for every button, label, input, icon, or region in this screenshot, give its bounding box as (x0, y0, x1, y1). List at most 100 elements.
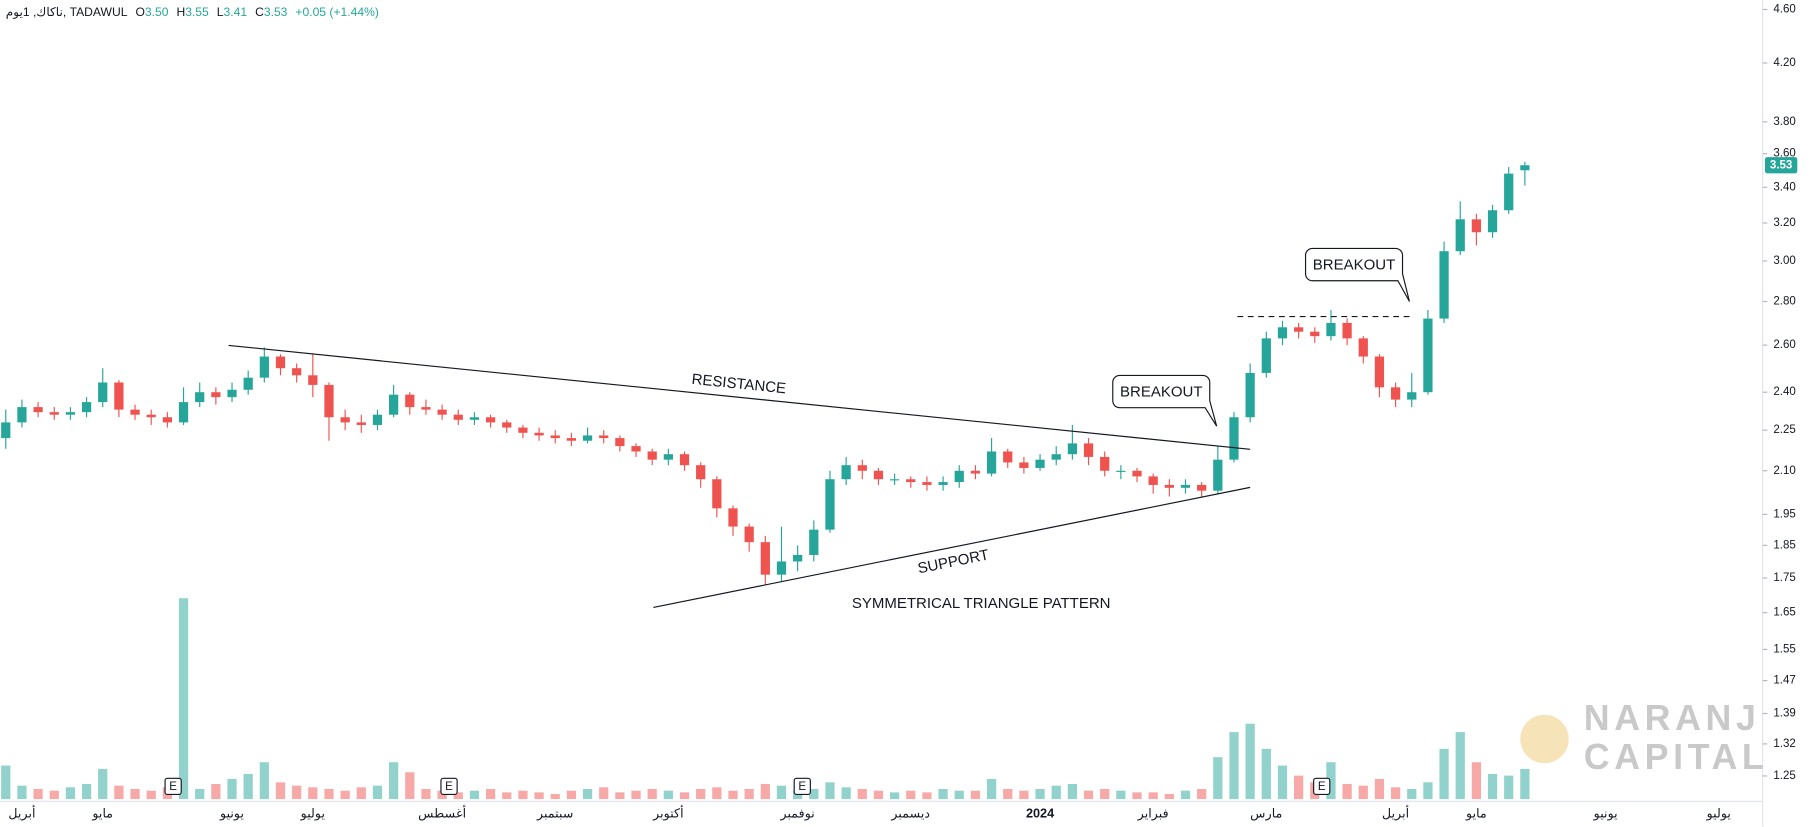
volume-bar (744, 789, 754, 800)
candle-body (162, 417, 172, 423)
candle-body (1100, 456, 1110, 471)
x-tick-label: يونيو (219, 806, 244, 821)
volume-bar (809, 789, 819, 800)
volume-bar (760, 783, 770, 800)
y-tick-label: 1.85 (1773, 539, 1795, 551)
candle-body (1132, 470, 1142, 477)
ohlc-value: 3.53 (264, 5, 288, 19)
candle-body (1358, 338, 1368, 357)
volume-bar (1197, 789, 1207, 800)
event-label: E (1318, 781, 1326, 793)
volume-bar (566, 790, 577, 800)
x-tick-label: فبراير (1137, 806, 1169, 821)
volume-bar (550, 794, 560, 800)
ohlc-value: 3.41 (224, 5, 248, 19)
candle-body (615, 438, 625, 447)
volume-bar (1116, 790, 1126, 800)
candle-body (1229, 417, 1239, 460)
x-tick-label: يوليو (300, 806, 326, 821)
candle-body (1423, 318, 1433, 393)
candle-body (760, 542, 770, 575)
candle-body (663, 454, 673, 460)
candle-body (1277, 327, 1288, 339)
volume-bar (1358, 785, 1368, 800)
candle-body (599, 435, 609, 439)
volume-bar (1019, 790, 1029, 800)
candle-body (938, 482, 948, 485)
volume-bar (599, 787, 609, 800)
volume-bar (1003, 789, 1013, 800)
volume-bar (195, 789, 205, 800)
candle-body (1520, 165, 1530, 171)
volume-bar (938, 789, 948, 800)
candle-body (1342, 322, 1352, 339)
watermark: NARANJ CAPITAL (1520, 698, 1769, 777)
volume-bar (1471, 762, 1482, 800)
y-tick-label: 2.80 (1773, 296, 1795, 308)
volume-bar (405, 772, 415, 800)
ohlc-value: 3.50 (145, 5, 169, 19)
annotation-text: BREAKOUT (1120, 384, 1203, 401)
volume-bar (1439, 748, 1449, 800)
volume-bar (1520, 768, 1530, 800)
volume-bar (1487, 773, 1498, 800)
price-tag-label: 3.53 (1770, 159, 1792, 171)
ohlc-value: 3.55 (185, 5, 209, 19)
volume-bar (534, 792, 544, 800)
volume-bar (841, 787, 851, 800)
volume-bar (1213, 757, 1223, 800)
y-tick-label: 3.20 (1773, 217, 1795, 229)
candle-body (259, 356, 269, 378)
volume-bar (663, 790, 673, 800)
candle-body (243, 377, 253, 390)
volume-bar (631, 790, 641, 800)
watermark-text: NARANJ (1584, 698, 1761, 738)
volume-bar (146, 790, 156, 800)
candle-body (1116, 470, 1126, 472)
volume-bar (227, 778, 237, 800)
event-marker (164, 777, 182, 796)
y-tick-label: 1.55 (1773, 643, 1795, 655)
volume-bar (389, 762, 399, 800)
volume-bar (1148, 792, 1158, 800)
candle-body (130, 409, 140, 415)
candle-body (889, 479, 900, 481)
volume-bar (922, 792, 932, 800)
volume-bar (615, 792, 625, 800)
x-tick-label: أبريل (8, 804, 35, 821)
candle-body (954, 470, 964, 483)
candle-body (1, 422, 11, 439)
candle-body (906, 479, 916, 483)
candle-body (1051, 454, 1061, 460)
x-tick-label: أبريل (1382, 804, 1409, 821)
volume-bar (421, 789, 431, 800)
volume-bar (857, 789, 867, 800)
volume-bar (372, 785, 383, 800)
candle-body (178, 402, 189, 423)
watermark-text: CAPITAL (1584, 737, 1769, 777)
candle-body (582, 435, 593, 441)
candle-body (1374, 356, 1385, 388)
price-tag (1764, 157, 1798, 174)
y-tick-label: 3.80 (1773, 116, 1795, 128)
volume-bar (65, 787, 76, 800)
candle-body (65, 412, 76, 415)
volume-bar (33, 789, 43, 800)
candle-body (679, 454, 690, 466)
candle-body (437, 409, 447, 415)
volume-bar (1, 765, 11, 800)
y-tick-label: 1.25 (1773, 770, 1795, 782)
volume-bar (1504, 775, 1514, 800)
candle-body (1213, 459, 1223, 491)
axis-layer: 4.60 4.20 3.80 3.60 3.40 3.20 3.00 2.80 2.60 2.40… (8, 4, 1798, 821)
volume-bar (1051, 785, 1061, 800)
y-tick-label: 3.60 (1773, 148, 1795, 160)
y-tick-label: 2.60 (1773, 339, 1795, 351)
volume-bar (130, 789, 140, 800)
candle-body (421, 407, 431, 410)
volume-bar (1083, 790, 1094, 800)
volume-bar (1455, 732, 1465, 800)
candle-body (372, 414, 383, 425)
volume-bar (712, 787, 722, 800)
